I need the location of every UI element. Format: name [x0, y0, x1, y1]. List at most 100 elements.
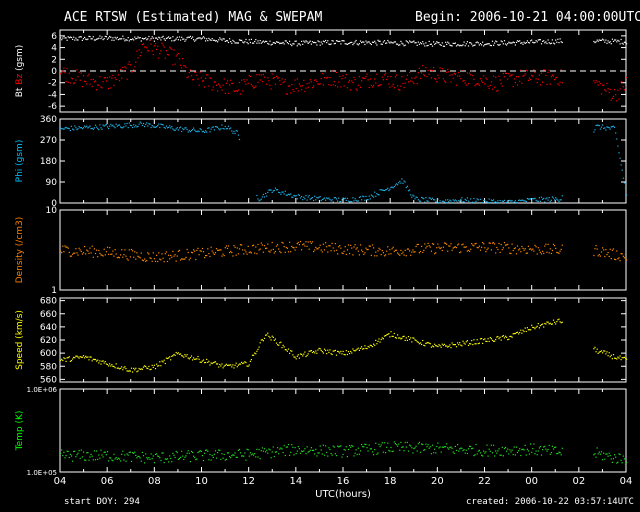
data-point: [176, 36, 178, 38]
data-point: [223, 365, 225, 367]
data-point: [472, 447, 474, 449]
data-point: [343, 40, 345, 42]
data-point: [294, 356, 296, 358]
data-point: [173, 40, 175, 42]
data-point: [345, 350, 347, 352]
data-point: [199, 128, 201, 130]
data-point: [440, 346, 442, 348]
data-point: [77, 76, 79, 78]
data-point: [225, 245, 227, 247]
data-point: [140, 460, 142, 462]
data-point: [307, 353, 309, 355]
data-point: [77, 39, 79, 41]
data-point: [141, 259, 143, 261]
data-point: [116, 367, 118, 369]
data-point: [356, 200, 358, 202]
data-point: [134, 66, 136, 68]
data-point: [556, 198, 558, 200]
data-point: [115, 363, 117, 365]
data-point: [284, 40, 286, 42]
data-point: [198, 451, 200, 453]
data-point: [548, 42, 550, 44]
data-point: [488, 87, 490, 89]
data-point: [341, 199, 343, 201]
data-point: [187, 357, 189, 359]
data-point: [176, 451, 178, 454]
data-point: [539, 84, 541, 86]
data-point: [69, 453, 71, 455]
data-point: [430, 453, 432, 455]
data-point: [451, 202, 453, 204]
data-point: [212, 362, 214, 364]
data-point: [76, 69, 78, 71]
data-point: [189, 357, 191, 359]
data-point: [64, 245, 66, 247]
data-point: [121, 366, 123, 368]
data-point: [411, 251, 413, 253]
data-point: [249, 251, 251, 253]
data-point: [273, 339, 275, 341]
data-point: [246, 365, 248, 367]
data-point: [199, 361, 201, 363]
data-point: [81, 39, 83, 41]
data-point: [464, 452, 466, 454]
data-point: [79, 356, 81, 358]
data-point: [549, 43, 551, 45]
data-point: [63, 67, 65, 69]
data-point: [617, 145, 619, 147]
data-point: [512, 454, 514, 456]
data-point: [308, 82, 310, 84]
data-point: [80, 250, 82, 253]
ylabel-part: Density (/cm3): [15, 217, 25, 284]
data-point: [473, 44, 475, 46]
data-point: [524, 327, 526, 329]
ytick-label-phi: 0: [51, 199, 57, 209]
data-point: [237, 364, 239, 366]
data-point: [510, 42, 512, 44]
data-point: [92, 128, 94, 130]
data-point: [97, 84, 99, 86]
data-point: [303, 243, 305, 245]
data-point: [521, 332, 523, 334]
data-point: [263, 245, 266, 247]
data-point: [478, 342, 480, 344]
data-point: [381, 43, 383, 45]
data-point: [619, 157, 621, 159]
data-point: [78, 126, 80, 128]
data-point: [323, 249, 326, 251]
data-point: [597, 352, 599, 354]
data-point: [168, 357, 170, 359]
data-point: [187, 251, 189, 254]
data-point: [98, 37, 100, 39]
data-point: [397, 334, 399, 336]
data-point: [597, 255, 599, 257]
data-point: [402, 251, 404, 253]
data-point: [608, 255, 610, 258]
data-point: [223, 128, 225, 130]
data-point: [208, 127, 210, 129]
data-point: [128, 249, 130, 251]
data-point: [382, 252, 384, 254]
data-point: [166, 127, 169, 129]
data-point: [434, 253, 436, 255]
data-point: [274, 187, 276, 189]
data-point: [308, 350, 310, 352]
data-point: [415, 196, 417, 198]
data-point: [449, 199, 451, 201]
data-point: [136, 126, 138, 128]
data-point: [478, 84, 480, 86]
data-point: [277, 77, 279, 79]
data-point: [536, 454, 538, 456]
data-point: [615, 39, 617, 41]
data-point: [478, 202, 480, 204]
data-point: [497, 44, 499, 46]
data-point: [446, 443, 448, 445]
data-point: [476, 453, 478, 455]
data-point: [70, 77, 73, 79]
data-point: [443, 343, 446, 345]
data-point: [235, 254, 237, 256]
data-point: [75, 127, 77, 129]
data-point: [152, 366, 154, 368]
data-point: [469, 250, 471, 252]
data-point: [260, 198, 262, 200]
